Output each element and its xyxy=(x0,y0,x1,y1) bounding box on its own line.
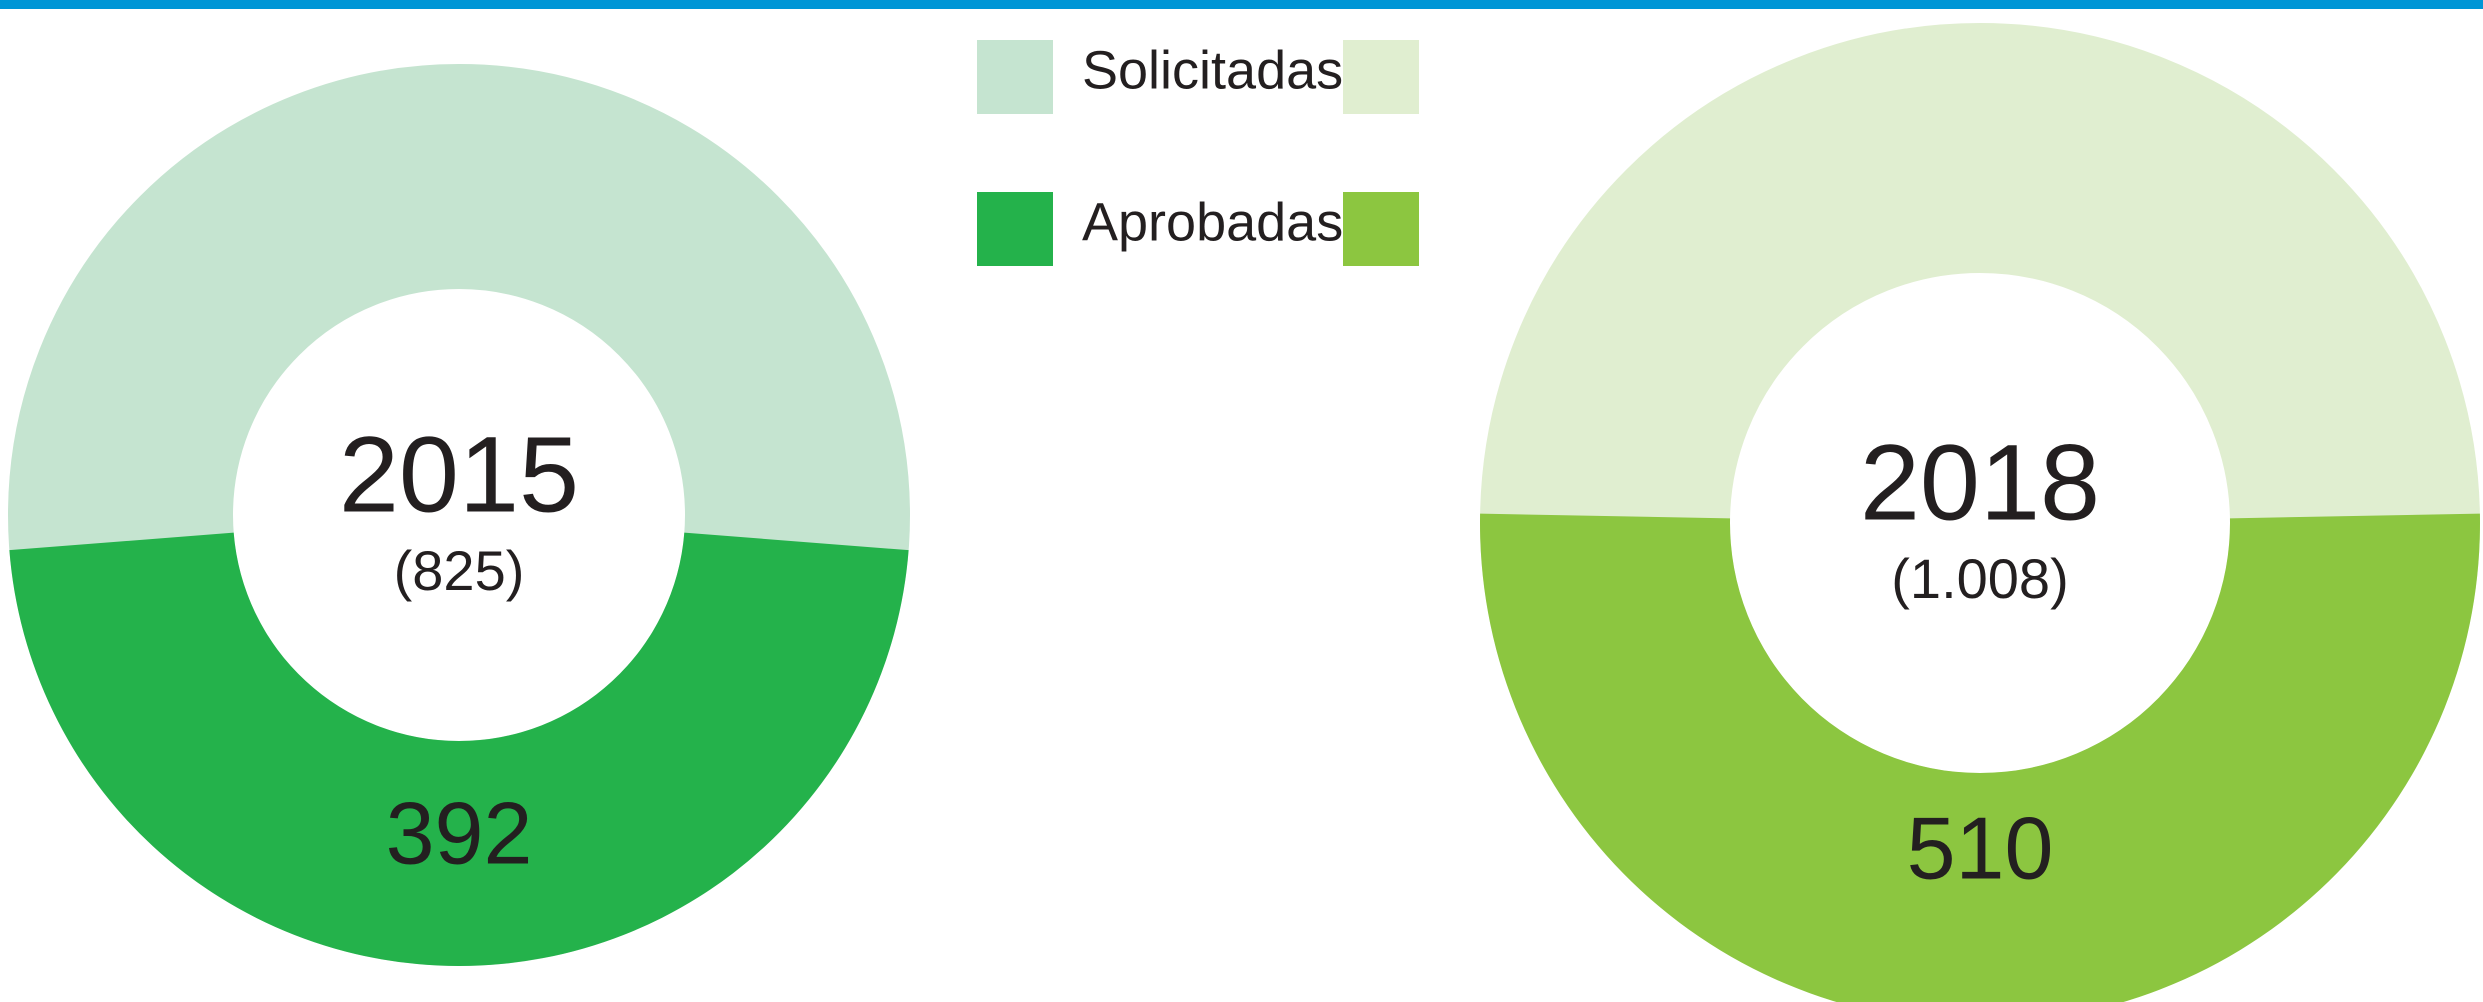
donut-segment xyxy=(1480,513,2480,1002)
chart-title: 2018 xyxy=(1860,422,2100,543)
legend-swatch xyxy=(1343,192,1419,266)
chart-title: 2015 xyxy=(339,414,579,535)
value-label: 510 xyxy=(1907,798,2054,897)
donut-segment xyxy=(9,532,909,967)
legend-swatch xyxy=(977,40,1053,114)
legend-swatch xyxy=(977,192,1053,266)
legend-swatch xyxy=(1343,40,1419,114)
total-label: (1.008) xyxy=(1891,547,2068,610)
total-label: (825) xyxy=(394,539,525,602)
value-label: 392 xyxy=(386,783,533,882)
legend-label: Aprobadas xyxy=(1082,192,1343,252)
top-bar xyxy=(0,0,2483,9)
legend-label: Solicitadas xyxy=(1082,40,1343,100)
